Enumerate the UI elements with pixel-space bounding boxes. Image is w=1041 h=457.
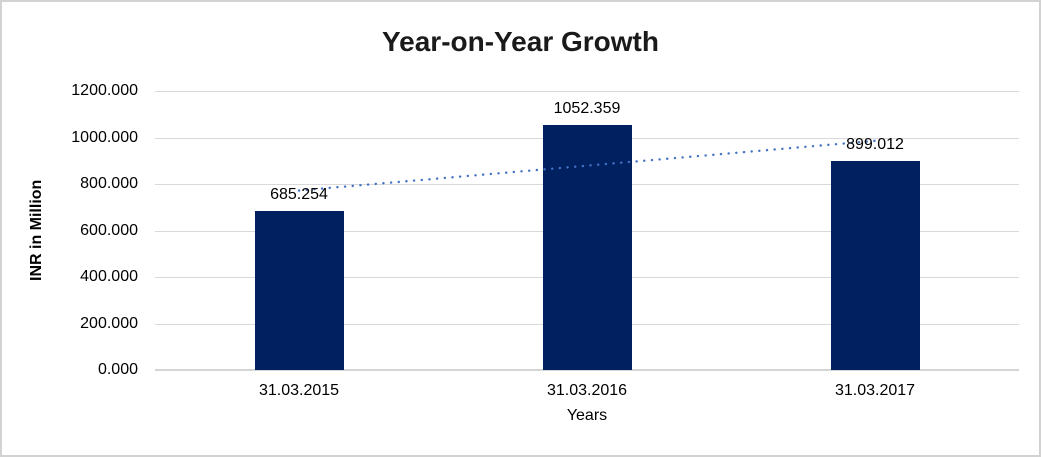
x-tick-label: 31.03.2017 bbox=[834, 382, 916, 399]
data-label: 899.012 bbox=[846, 135, 904, 153]
bar-31.03.2016 bbox=[542, 125, 632, 370]
chart-title: Year-on-Year Growth bbox=[382, 26, 659, 57]
y-tick-label: 200.000 bbox=[80, 314, 138, 332]
y-tick-label: 400.000 bbox=[80, 268, 138, 285]
data-label: 1052.359 bbox=[553, 100, 621, 118]
bar-31.03.2015 bbox=[254, 210, 344, 370]
trendline bbox=[297, 139, 877, 192]
y-tick-label: 800.000 bbox=[80, 175, 138, 192]
x-tick-label: 31.03.2015 bbox=[258, 382, 340, 399]
bar-31.03.2017 bbox=[830, 160, 920, 370]
y-tick-label: 600.000 bbox=[80, 221, 138, 239]
x-axis-line bbox=[155, 369, 1019, 371]
y-tick-label: 0.000 bbox=[97, 361, 138, 378]
y-axis-title: INR in Million bbox=[28, 179, 45, 282]
plot-area: 685.254 1052.359 899.012 bbox=[155, 91, 1019, 371]
x-tick-label: 31.03.2016 bbox=[546, 382, 628, 399]
x-axis-title: Years bbox=[566, 407, 608, 424]
y-tick-label: 1200.000 bbox=[71, 82, 138, 99]
y-tick-label: 1000.000 bbox=[71, 128, 138, 146]
trendline-dotted bbox=[297, 139, 877, 192]
gridline bbox=[155, 91, 1019, 92]
data-label: 685.254 bbox=[270, 185, 328, 203]
